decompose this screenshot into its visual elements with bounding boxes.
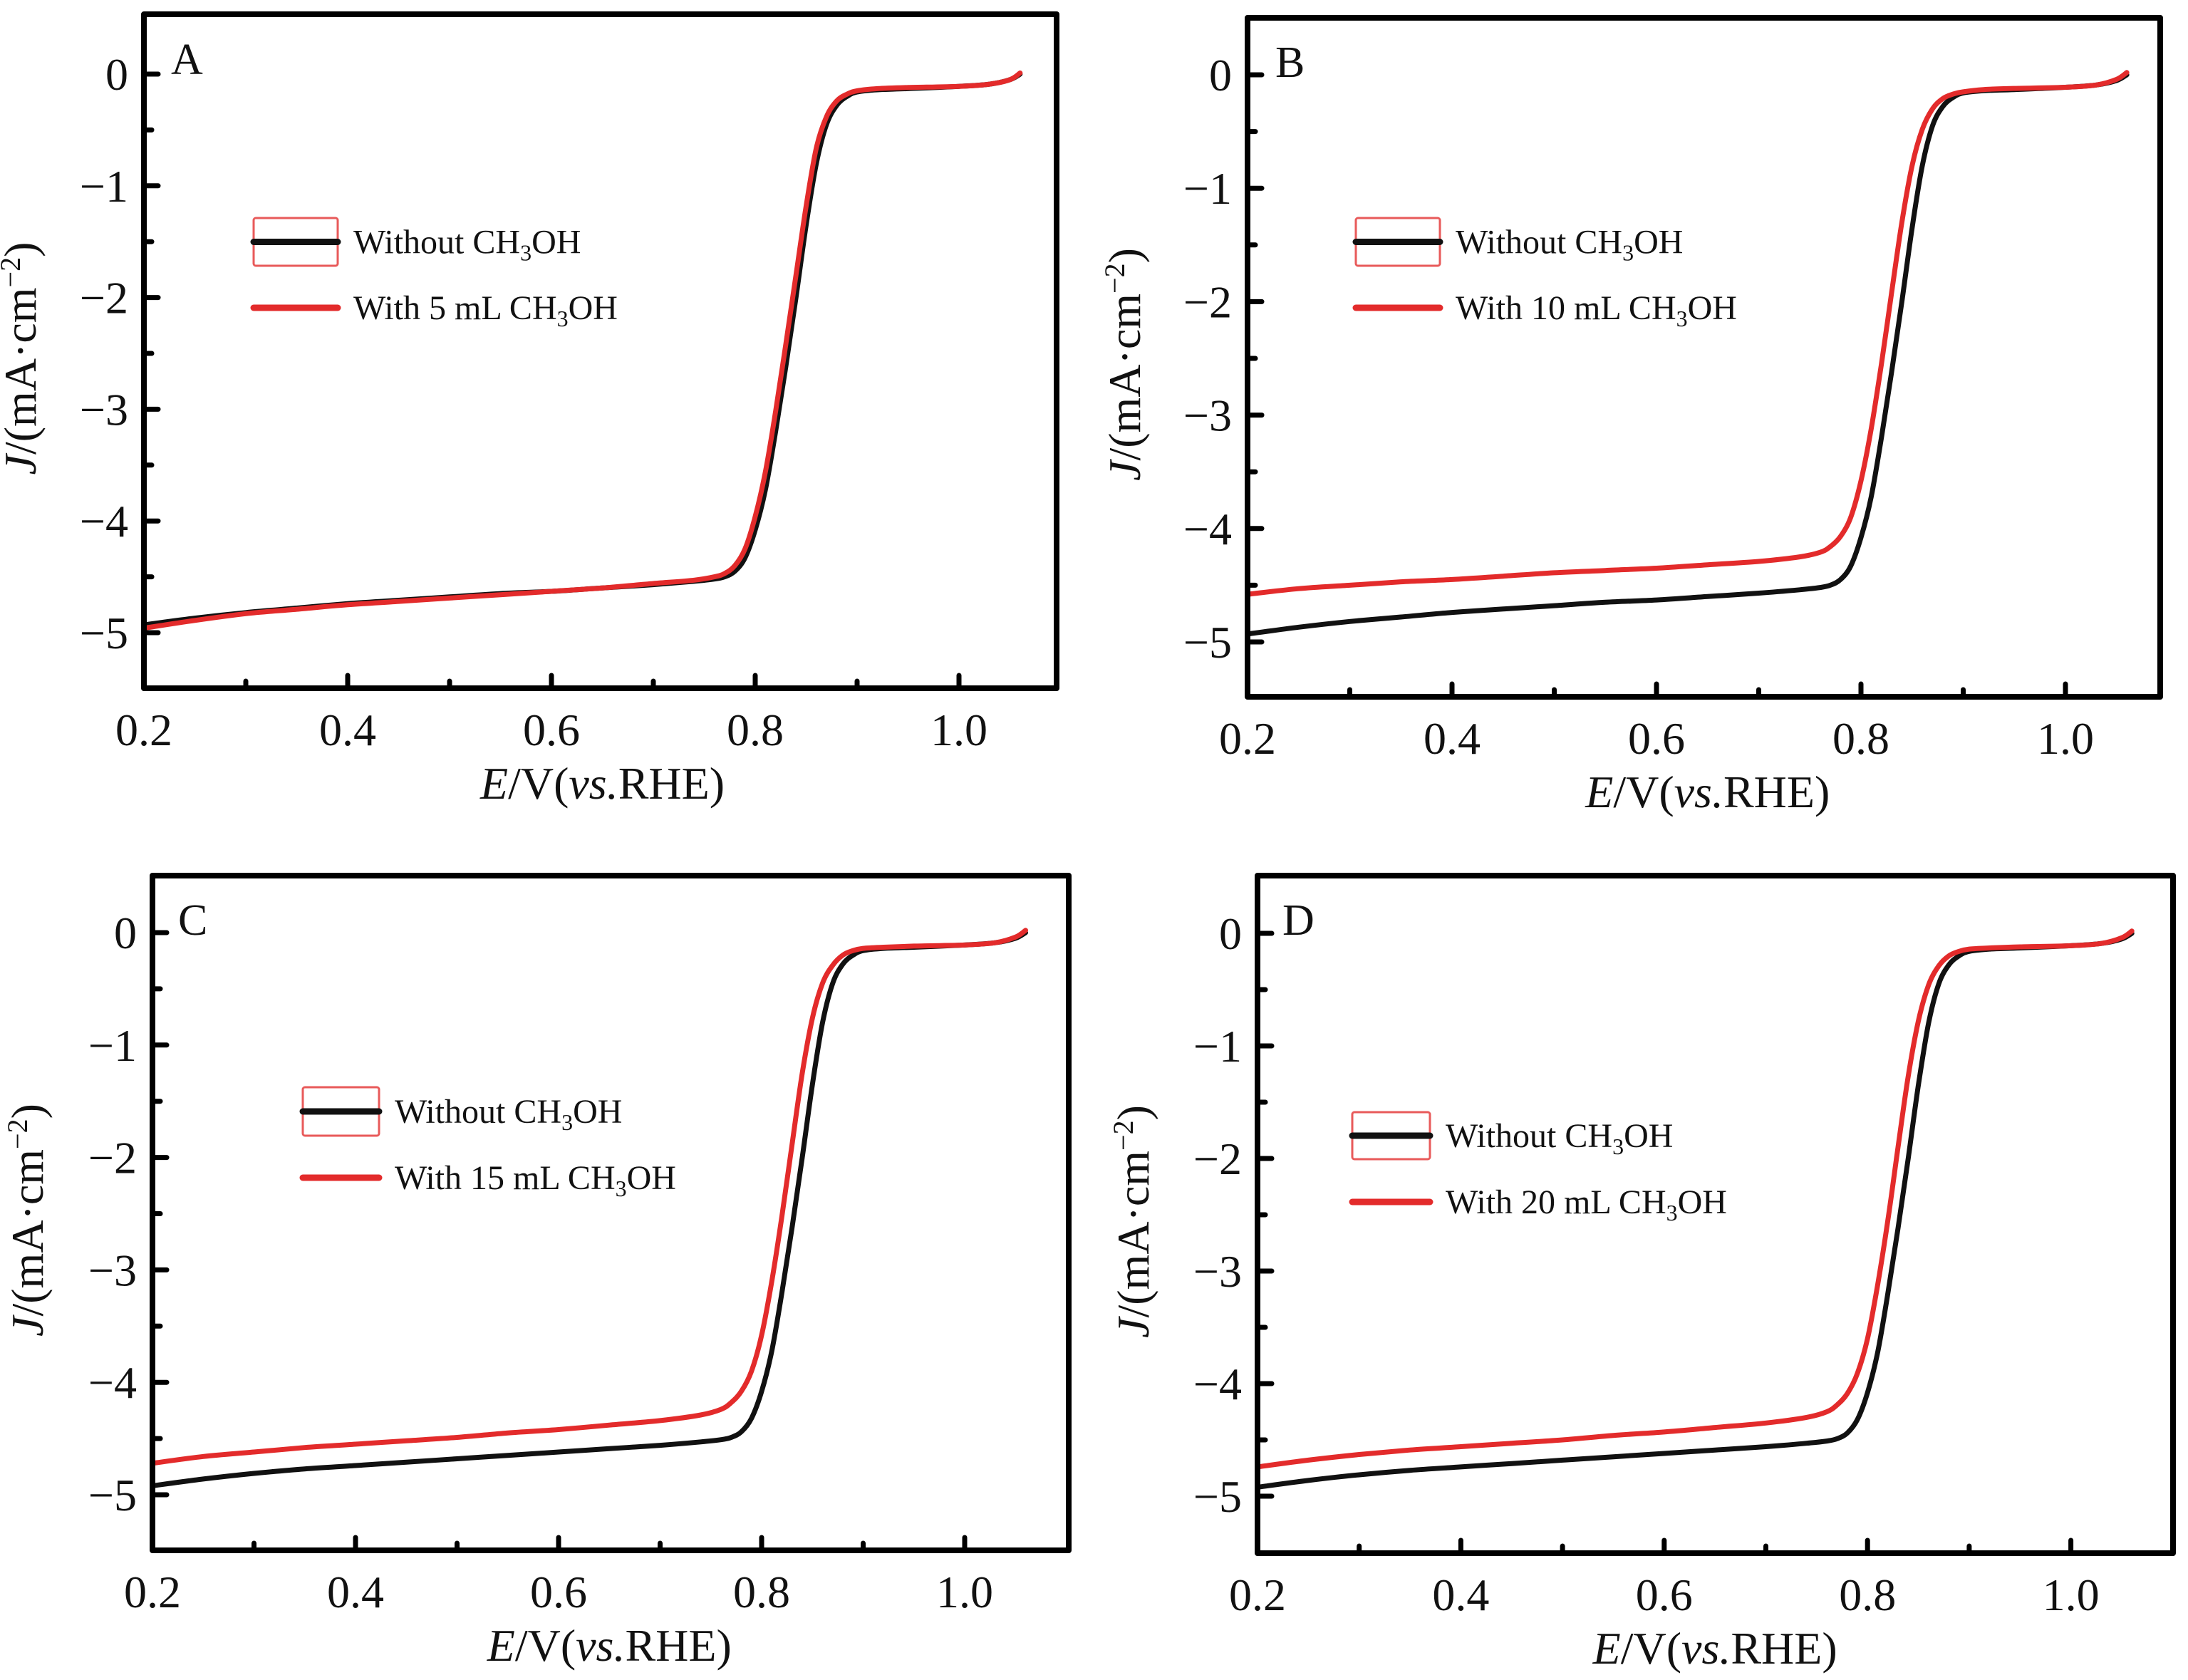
y-tick-label: −1 xyxy=(88,1020,137,1071)
series-line-without-methanol xyxy=(144,71,1023,628)
y-tick-label: −4 xyxy=(1193,1359,1242,1409)
panel-label: B xyxy=(1275,38,1305,87)
x-tick-label: 0.8 xyxy=(1832,713,1889,764)
x-tick-label: 0.6 xyxy=(1628,713,1685,764)
y-tick-label: −1 xyxy=(1183,163,1232,214)
y-tick-label: −1 xyxy=(80,161,128,212)
y-axis-title: J/(mA·cm−2) xyxy=(1099,248,1151,481)
series-line-without-methanol xyxy=(152,930,1028,1488)
legend-label: Without CH3OH xyxy=(353,224,581,266)
y-tick-label: −4 xyxy=(88,1357,137,1408)
legend-label: Without CH3OH xyxy=(1456,224,1683,266)
legend: Without CH3OH With 15 mL CH3OH xyxy=(299,1086,676,1201)
y-tick-label: 0 xyxy=(105,49,128,100)
plot-area xyxy=(1248,70,2130,637)
series-line-with-methanol xyxy=(144,70,1023,631)
y-tick-label: −2 xyxy=(1183,276,1232,327)
x-axis-title: E/V(vs.RHE) xyxy=(1585,767,1830,817)
y-tick-label: −5 xyxy=(1193,1471,1242,1522)
panel-d: 0 −1 −2 −3 −4 −5 0.2 0.4 0.6 0.8 1.0 E/V(vs.RHE) J/(… xyxy=(1107,873,2176,1674)
x-tick-label: 1.0 xyxy=(2037,713,2094,764)
y-tick-label: −3 xyxy=(1193,1246,1242,1297)
x-tick-label: 0.8 xyxy=(733,1567,790,1617)
x-tick-label: 0.2 xyxy=(1219,713,1276,764)
y-axis-title: J/(mA·cm−2) xyxy=(1107,1105,1159,1338)
y-tick-label: 0 xyxy=(1219,908,1242,959)
legend-label: With 5 mL CH3OH xyxy=(353,289,618,331)
x-tick-label: 0.8 xyxy=(727,705,784,755)
panel-c: 0 −1 −2 −3 −4 −5 0.2 0.4 0.6 0.8 1.0 E/V(vs.RHE) J/(… xyxy=(1,873,1072,1671)
x-tick-label: 0.4 xyxy=(319,705,376,755)
plot-area xyxy=(152,928,1028,1488)
panel-label: A xyxy=(171,36,203,84)
series-line-without-methanol xyxy=(1248,72,2130,637)
y-tick-label: −3 xyxy=(1183,390,1232,441)
y-tick-label: 0 xyxy=(1209,50,1232,100)
series-line-with-methanol xyxy=(152,928,1028,1466)
panel-label: C xyxy=(178,896,207,945)
x-tick-label: 0.2 xyxy=(1229,1570,1286,1620)
x-tick-label: 0.4 xyxy=(327,1567,384,1617)
plot-area xyxy=(1258,928,2135,1490)
x-tick-label: 0.2 xyxy=(124,1567,181,1617)
y-tick-label: −4 xyxy=(1183,504,1232,554)
y-tick-label: −3 xyxy=(88,1245,137,1295)
legend-label: Without CH3OH xyxy=(1446,1117,1673,1159)
y-tick-label: −2 xyxy=(80,273,128,323)
legend-label: With 20 mL CH3OH xyxy=(1446,1183,1727,1225)
series-line-with-methanol xyxy=(1248,70,2130,597)
y-axis-title: J/(mA·cm−2) xyxy=(0,242,46,475)
y-tick-label: −5 xyxy=(80,608,128,658)
x-tick-label: 0.8 xyxy=(1839,1570,1896,1620)
x-axis-title: E/V(vs.RHE) xyxy=(479,758,725,809)
panel-label: D xyxy=(1282,896,1315,945)
y-tick-label: −1 xyxy=(1193,1021,1242,1072)
x-tick-label: 1.0 xyxy=(936,1567,993,1617)
x-tick-label: 0.6 xyxy=(523,705,580,755)
plot-area xyxy=(144,70,1023,631)
y-tick-label: −2 xyxy=(88,1133,137,1183)
panel-a: 0 −1 −2 −3 −4 −5 0.2 0.4 0.6 0.8 1.0 E/V(vs.RHE) J/(… xyxy=(0,11,1059,809)
y-axis-title: J/(mA·cm−2) xyxy=(1,1104,53,1337)
x-axis-title: E/V(vs.RHE) xyxy=(487,1620,732,1671)
legend: Without CH3OH With 20 mL CH3OH xyxy=(1349,1111,1727,1225)
legend: Without CH3OH With 5 mL CH3OH xyxy=(250,217,618,331)
legend-label: Without CH3OH xyxy=(395,1093,622,1135)
y-tick-label: −2 xyxy=(1193,1134,1242,1184)
y-tick-label: −5 xyxy=(1183,617,1232,668)
legend-label: With 10 mL CH3OH xyxy=(1456,289,1737,331)
legend-label: With 15 mL CH3OH xyxy=(395,1159,676,1201)
y-tick-label: −3 xyxy=(80,384,128,435)
y-tick-label: −5 xyxy=(88,1470,137,1520)
x-tick-label: 0.6 xyxy=(530,1567,587,1617)
y-tick-label: −4 xyxy=(80,496,128,546)
x-tick-label: 0.2 xyxy=(115,705,172,755)
panel-b: 0 −1 −2 −3 −4 −5 0.2 0.4 0.6 0.8 1.0 E/V(vs.RHE) J/(… xyxy=(1099,15,2163,817)
x-tick-label: 0.4 xyxy=(1432,1570,1489,1620)
x-tick-label: 0.4 xyxy=(1424,713,1481,764)
y-tick-label: 0 xyxy=(114,908,137,958)
series-line-with-methanol xyxy=(1258,928,2135,1470)
x-tick-label: 1.0 xyxy=(930,705,987,755)
x-tick-label: 0.6 xyxy=(1636,1570,1693,1620)
x-axis-title: E/V(vs.RHE) xyxy=(1592,1623,1837,1674)
x-tick-label: 1.0 xyxy=(2043,1570,2100,1620)
legend: Without CH3OH With 10 mL CH3OH xyxy=(1352,217,1737,331)
